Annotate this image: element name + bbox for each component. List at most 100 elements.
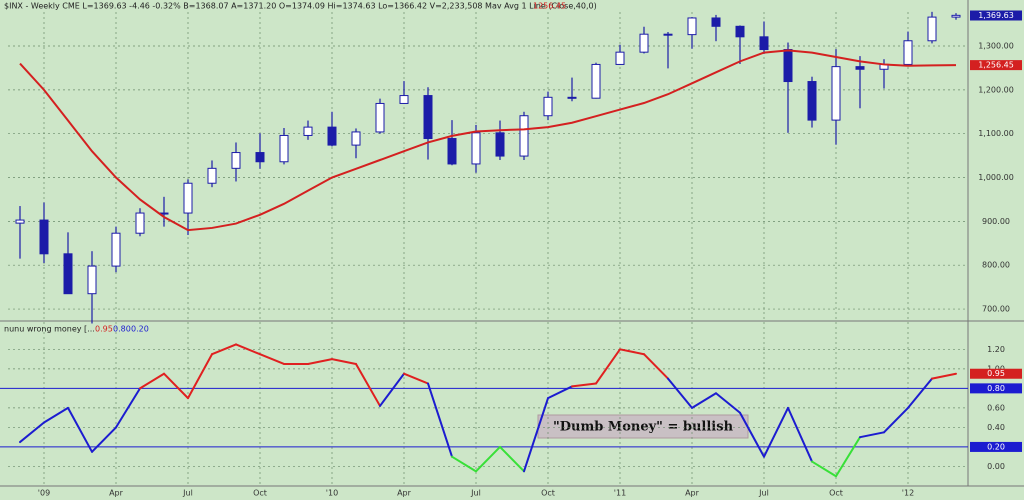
indicator-segment [523, 397, 549, 473]
indicator-segment [667, 377, 693, 409]
legend-value: 0.95 [95, 325, 113, 334]
indicator-segment [403, 372, 429, 385]
indicator-segment [619, 348, 645, 356]
indicator-segment [907, 377, 933, 409]
chart-title: $INX - Weekly CME L=1369.63 -4.46 -0.32%… [4, 2, 597, 11]
indicator-segment [475, 445, 501, 473]
y-tick-label: 1,200.00 [978, 85, 1014, 94]
indicator-segment [763, 406, 789, 458]
value-tag-label: 0.80 [987, 384, 1005, 393]
indicator-segment [235, 343, 261, 356]
y-tick-label: 1,000.00 [978, 173, 1014, 182]
x-tick-label: '11 [614, 489, 626, 498]
indicator-segment [139, 372, 165, 390]
candle-body [855, 66, 865, 70]
indicator-segment [331, 358, 357, 365]
indicator-segment [571, 382, 597, 388]
x-tick-label: '12 [902, 489, 914, 498]
candle-body [231, 152, 241, 169]
annotation: "Dumb Money" = bullish [553, 420, 734, 435]
candle-body [351, 131, 361, 146]
candle-body [807, 81, 817, 121]
y-tick-label: 900.00 [982, 217, 1010, 226]
x-tick-label: Oct [541, 489, 555, 498]
candle-body [375, 102, 385, 133]
indicator-segment [43, 406, 69, 424]
value-tag [970, 368, 1022, 379]
indicator-segment [115, 387, 141, 429]
candle-body [39, 219, 49, 255]
value-tag-label: 0.20 [987, 442, 1005, 451]
indicator-segment [427, 382, 453, 458]
candle-body [519, 115, 529, 157]
value-tag [970, 10, 1022, 21]
candle-body [111, 232, 121, 267]
y-tick-label: 0.00 [987, 462, 1005, 471]
candle-body [183, 182, 193, 214]
indicator-title: nunu wrong money [... [4, 325, 95, 334]
candle-body [303, 126, 313, 136]
indicator-segment [859, 431, 885, 439]
candle-body [735, 25, 745, 38]
legend-value: 0.80 [113, 325, 131, 334]
y-tick-label: 1.20 [987, 345, 1005, 354]
indicator-segment [811, 460, 837, 478]
indicator-segment [355, 362, 381, 407]
candle-body [591, 63, 601, 99]
candle-body [951, 14, 961, 18]
indicator-segment [499, 445, 525, 473]
moving-average [19, 49, 957, 232]
y-tick-label: 700.00 [982, 305, 1010, 314]
candle-body [783, 49, 793, 83]
candle-body [135, 212, 145, 234]
candle-body [711, 17, 721, 27]
indicator-segment [835, 436, 861, 478]
value-tag-label: 1,369.63 [978, 11, 1014, 20]
candle-body [927, 16, 937, 42]
indicator-segment [187, 353, 213, 400]
candle-body [567, 96, 577, 99]
x-tick-label: Jul [182, 489, 193, 498]
indicator-segment [19, 421, 45, 444]
value-tag [970, 441, 1022, 452]
candle-body [279, 134, 289, 163]
candle-body [759, 36, 769, 51]
x-tick-label: Oct [829, 489, 843, 498]
y-tick-label: 800.00 [982, 261, 1010, 270]
candle-body [663, 33, 673, 36]
candle-body [543, 96, 553, 117]
value-tag-label: 0.95 [987, 369, 1005, 378]
indicator-segment [67, 406, 93, 453]
value-tag-label: 1,256.45 [978, 61, 1014, 70]
x-tick-label: Jul [758, 489, 769, 498]
indicator-segment [883, 406, 909, 434]
candle-body [447, 138, 457, 165]
indicator-segment [691, 392, 717, 409]
y-tick-label: 1,300.00 [978, 42, 1014, 51]
candle-body [495, 132, 505, 157]
indicator-segment [739, 411, 765, 458]
indicator-segment [163, 372, 189, 400]
indicator-segment [259, 353, 285, 365]
candle-body [639, 33, 649, 53]
indicator-segment [91, 426, 117, 453]
ma-value: 1256.45 [533, 2, 566, 11]
value-tag [970, 383, 1022, 394]
candle-body [15, 219, 25, 224]
indicator-segment [643, 353, 669, 380]
candle-body [423, 95, 433, 140]
indicator-segment [715, 392, 741, 414]
x-tick-label: Oct [253, 489, 267, 498]
x-tick-label: Jul [470, 489, 481, 498]
candle-body [831, 66, 841, 121]
y-tick-label: 1,100.00 [978, 129, 1014, 138]
indicator-segment [595, 348, 621, 385]
candle-body [255, 152, 265, 163]
x-tick-label: '09 [38, 489, 50, 498]
candle-body [327, 126, 337, 146]
x-tick-label: '10 [326, 489, 338, 498]
candle-body [471, 132, 481, 165]
candle-body [207, 167, 217, 184]
